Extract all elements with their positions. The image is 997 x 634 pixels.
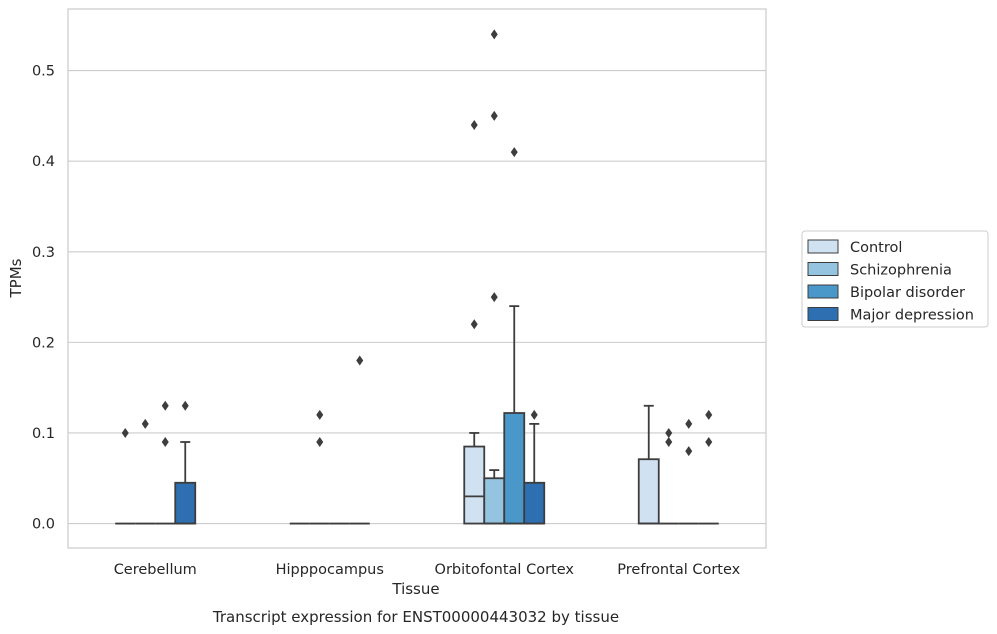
legend-swatch: [807, 262, 839, 276]
legend-swatch: [807, 307, 839, 321]
box: [678, 418, 699, 525]
legend-swatch: [807, 284, 839, 299]
outlier-point: [665, 437, 673, 448]
y-tick-label: 0.4: [32, 154, 55, 170]
outlier-point: [356, 355, 364, 366]
box: [463, 119, 486, 525]
y-grid: [68, 70, 766, 525]
legend-label: Bipolar disorder: [850, 285, 965, 301]
legend: Control Schizophrenia Bipolar disorder Majo…: [801, 230, 989, 328]
outlier-point: [530, 409, 538, 420]
outlier-point: [121, 427, 129, 438]
box: [483, 29, 506, 525]
outlier-point: [705, 437, 713, 448]
legend-label: Major depression: [850, 308, 974, 324]
legend-frame: [801, 230, 989, 328]
outlier-point: [685, 446, 693, 457]
box: [698, 409, 719, 525]
x-tick-label: Cerebellum: [114, 562, 197, 578]
y-tick-label: 0.2: [32, 335, 55, 351]
outlier-point: [470, 319, 478, 330]
outlier-point: [705, 409, 713, 420]
box-body: [523, 481, 546, 525]
y-tick-label: 0.1: [32, 426, 55, 442]
outlier-point: [316, 437, 324, 448]
outlier-point: [181, 400, 189, 411]
box-body: [463, 445, 486, 525]
box-body: [637, 458, 660, 525]
y-tick-label: 0.5: [32, 64, 55, 80]
box: [523, 409, 546, 525]
outlier-point: [161, 437, 169, 448]
chart-caption: Transcript expression for ENST0000044303…: [212, 608, 619, 626]
outlier-point: [510, 147, 518, 158]
y-tick-label: 0.0: [32, 517, 55, 533]
x-tick-label: Prefrontal Cortex: [617, 562, 740, 578]
box: [349, 355, 370, 525]
legend-swatch: [807, 239, 839, 254]
x-tick-labels: Cerebellum Hipppocampus Orbitofontal Corte…: [114, 562, 741, 578]
outlier-point: [161, 400, 169, 411]
outlier-point: [685, 418, 693, 429]
outlier-point: [316, 409, 324, 420]
legend-label: Schizophrenia: [850, 263, 952, 279]
box: [174, 400, 197, 525]
box: [115, 427, 136, 525]
outlier-point: [141, 418, 149, 429]
y-tick-label: 0.3: [32, 245, 55, 261]
box: [637, 404, 660, 525]
box: [503, 147, 526, 525]
box-body: [503, 412, 526, 525]
x-axis-label: Tissue: [391, 580, 439, 598]
outlier-point: [490, 110, 498, 121]
box-body: [483, 477, 506, 525]
plot-frame: [67, 8, 767, 549]
box: [155, 400, 176, 525]
box: [135, 418, 156, 525]
y-tick-labels: 0.0 0.1 0.2 0.3 0.4 0.5: [32, 64, 55, 533]
outlier-point: [665, 427, 673, 438]
box: [309, 409, 330, 525]
x-tick-label: Orbitofontal Cortex: [435, 562, 575, 578]
x-tick-label: Hipppocampus: [276, 562, 384, 578]
y-axis-label: TPMs: [7, 258, 25, 298]
outlier-point: [490, 292, 498, 303]
box-body: [174, 481, 197, 525]
box: [658, 427, 679, 525]
box-plot-series: [115, 29, 719, 525]
legend-label: Control: [850, 240, 902, 256]
outlier-point: [470, 119, 478, 130]
outlier-point: [490, 29, 498, 40]
